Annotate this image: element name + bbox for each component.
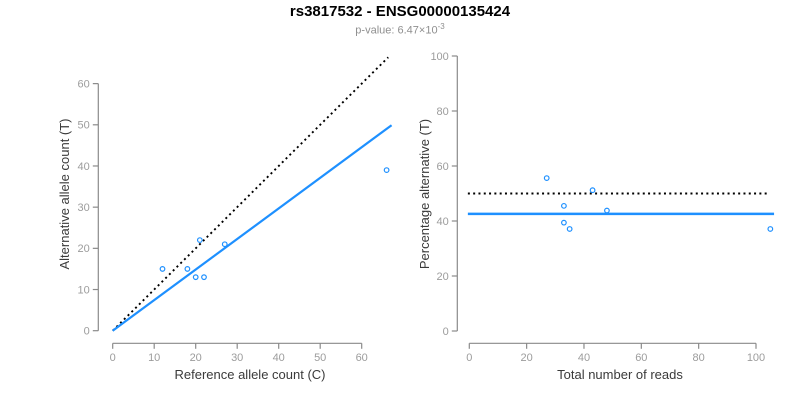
data-point	[184, 266, 191, 272]
data-point	[561, 202, 567, 209]
y-tick-label: 40	[78, 161, 90, 173]
x-tick-label: 20	[190, 352, 202, 364]
identity-line	[112, 56, 389, 332]
data-point	[196, 237, 203, 244]
data-point	[589, 187, 596, 194]
x-tick-label: 40	[273, 352, 285, 364]
x-tick-label: 0	[110, 352, 116, 364]
p-value-exponent: -3	[437, 22, 445, 31]
data-point	[221, 241, 228, 248]
data-point	[561, 219, 567, 226]
y-tick-label: 30	[78, 202, 90, 214]
p-value-subtitle: p-value: 6.47×10-3	[0, 22, 800, 37]
y-tick-label: 10	[78, 284, 90, 296]
x-tick-label: 40	[578, 352, 590, 364]
left-y-axis-title: Alternative allele count (T)	[57, 118, 72, 269]
x-tick-label: 60	[635, 352, 647, 364]
data-point	[192, 274, 199, 281]
x-tick-label: 10	[148, 352, 160, 364]
y-tick-label: 0	[84, 326, 90, 338]
y-tick-label: 20	[78, 243, 90, 255]
data-point	[604, 207, 610, 214]
left-x-axis-title: Reference allele count (C)	[174, 367, 325, 382]
x-tick-label: 80	[693, 352, 705, 364]
left-plot: 0 10 20 30 40 50 60 0 10 20 30 40 50 60 Reference alle…	[57, 56, 393, 382]
y-tick-label: 50	[78, 120, 90, 132]
y-tick-label: 60	[437, 161, 449, 173]
fit-line	[112, 124, 393, 332]
right-y-axis-title: Percentage alternative (T)	[417, 119, 432, 269]
data-point	[383, 167, 390, 173]
right-plot: 0 20 40 60 80 100 0 20 40 60 80 100 Total number of …	[417, 51, 775, 382]
x-tick-label: 30	[231, 352, 243, 364]
y-tick-label: 40	[437, 216, 449, 228]
x-tick-label: 50	[314, 352, 326, 364]
plot-title: rs3817532 - ENSG00000135424	[289, 3, 511, 20]
data-point	[767, 226, 774, 232]
x-tick-label: 0	[466, 352, 472, 364]
x-tick-label: 100	[747, 352, 765, 364]
right-x-axis-title: Total number of reads	[557, 367, 683, 382]
data-point	[543, 175, 550, 182]
data-point	[159, 266, 166, 272]
y-tick-label: 80	[437, 106, 449, 118]
x-tick-label: 60	[356, 352, 368, 364]
y-tick-label: 0	[443, 326, 449, 338]
x-tick-label: 20	[521, 352, 533, 364]
p-value-text: p-value: 6.47×10	[355, 24, 438, 37]
data-point	[201, 274, 207, 281]
data-point	[566, 226, 573, 232]
y-tick-label: 60	[78, 78, 90, 90]
y-tick-label: 100	[430, 51, 448, 63]
y-tick-label: 20	[437, 271, 449, 283]
